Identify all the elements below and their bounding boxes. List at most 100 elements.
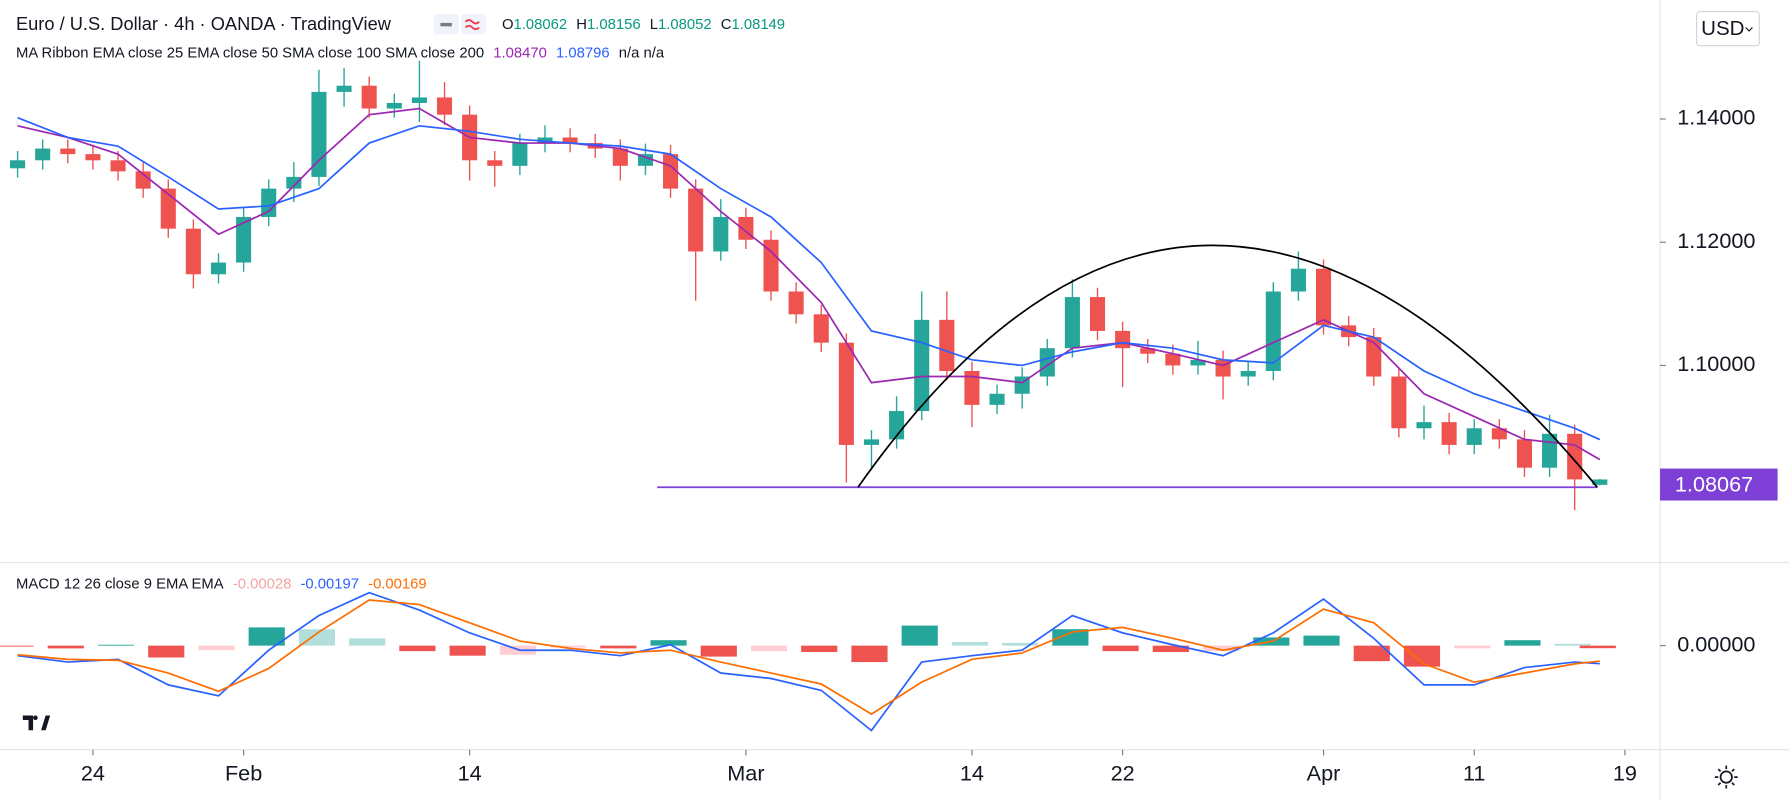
ohlc-value: 1.08156 [587,17,641,33]
hide-icon [440,22,452,27]
x-tick-label: 11 [1463,761,1485,786]
histogram-bar [47,645,84,649]
compare-button[interactable] [460,13,487,35]
x-tick-label: 22 [1111,761,1135,786]
candle-body [637,154,653,166]
candle-body [60,148,76,155]
candle-body [1064,297,1080,349]
histogram-bar [650,640,687,646]
candle-body [1290,268,1306,292]
candle-body [411,97,427,103]
candle-body [361,85,377,109]
histogram-bar [1454,645,1491,649]
candle-body [1190,359,1206,366]
candle-body [863,439,880,445]
ohlc-value: 1.08062 [514,17,568,33]
candle-body [914,319,930,412]
histogram-bar [1554,643,1591,646]
candle-body [336,85,352,92]
histogram-bar [399,645,436,652]
candle-body [1391,376,1407,429]
histogram-bar [1002,642,1039,646]
y-tick-label: 1.14000 [1677,105,1755,130]
settings-icon[interactable] [1719,770,1733,784]
macd-legend-title: MACD 12 26 close 9 EMA EMA [16,576,224,592]
histogram-bar [97,644,135,646]
ma-legend: MA Ribbon EMA close 25 EMA close 50 SMA … [16,46,665,62]
candle-body [512,143,528,166]
x-tick-label: 24 [81,761,105,786]
histogram-bar [349,638,386,646]
histogram-bar [248,627,285,646]
indicator-line [17,107,1601,461]
candle-body [1516,439,1532,468]
histogram-bar [951,641,989,646]
ohlc-value: 1.08149 [731,17,785,33]
candle-body [964,370,980,405]
currency-chevron [1745,27,1753,32]
compare-icon [464,19,480,31]
candle-body [1165,353,1181,366]
candle-body [261,188,277,217]
candle-body [236,216,252,263]
candle-body [160,188,176,229]
candle-body [185,228,201,275]
ma-legend-value: 1.08470 [493,46,547,62]
y-tick-label: 0.00000 [1677,631,1755,656]
candle-body [838,342,854,445]
candle-body [688,188,704,252]
candle-body [1466,428,1482,445]
candle-body [487,160,503,166]
candle-body [1265,291,1281,371]
candle-body [10,160,26,169]
histogram-bar [198,645,235,651]
candle-body [612,148,628,166]
candle-body [989,393,1005,405]
candle-body [286,176,302,189]
histogram-bar [1504,640,1541,646]
x-tick-label: 14 [458,761,482,786]
x-tick-label: Apr [1307,761,1341,786]
candle-body [1316,268,1332,326]
histogram-bar [750,645,788,652]
settings-rays [1714,765,1738,789]
x-tick-label: 19 [1613,761,1637,786]
macd-legend-value: -0.00028 [233,576,292,592]
histogram-bar [1102,645,1139,652]
candle-body [1089,297,1106,331]
candle-body [1491,428,1507,440]
candle-body [1140,348,1156,354]
candle-body [85,154,101,161]
histogram-bar [1403,645,1441,667]
ohlc-key: C [721,17,732,33]
histogram-bar [901,625,938,646]
ohlc-value: 1.08052 [658,17,712,33]
rounding-top-arc [857,244,1598,488]
histogram-bar [1579,645,1616,649]
candle-body [763,239,779,292]
histogram-bar [1152,645,1189,653]
candle-body [210,262,227,275]
currency-label: USD [1701,17,1744,40]
candle-body [1115,330,1131,349]
tv-logo[interactable] [20,709,58,738]
candle-body [35,148,51,161]
histogram-bar [600,645,637,649]
candle-body [1592,479,1608,485]
candle-body [939,319,955,371]
x-tick-label: Feb [225,761,262,786]
ma-legend-value: 1.08796 [556,46,610,62]
candle-body [562,137,578,144]
marks: 1.10000 1.12000 1.14000 0.00000 24 Feb 14 Mar 14… [0,60,1778,786]
ohlc-key: L [650,17,658,33]
tv-logo-glyph [22,715,51,731]
ohlc-key: H [576,17,587,33]
histogram-bar [550,645,587,648]
candle-body [135,171,151,189]
histogram-bar [449,645,486,656]
x-tick-label: Mar [727,761,764,786]
currency-button[interactable] [1696,10,1760,47]
macd-legend-value: -0.00169 [368,576,427,592]
